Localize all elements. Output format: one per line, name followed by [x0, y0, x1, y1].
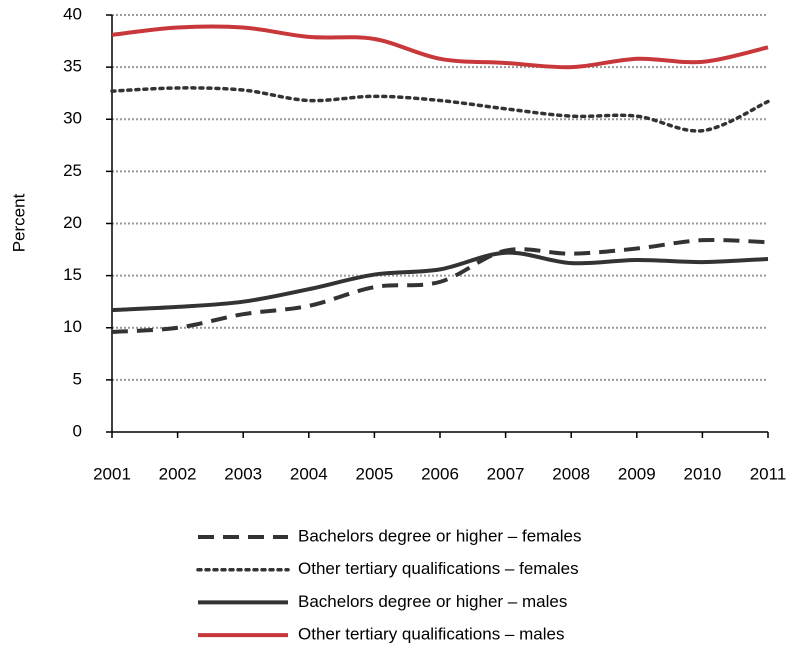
y-tick-label: 0 [73, 421, 82, 440]
y-tick-label: 10 [63, 317, 82, 336]
x-tick-label: 2005 [355, 464, 393, 483]
y-tick-label: 30 [63, 109, 82, 128]
legend-label: Bachelors degree or higher – males [298, 592, 567, 611]
line-series [111, 250, 769, 313]
x-tick-label: 2001 [93, 464, 131, 483]
x-tick-label: 2003 [224, 464, 262, 483]
legend-label: Bachelors degree or higher – females [298, 526, 582, 545]
line-series [111, 24, 769, 70]
x-tick-label: 2007 [487, 464, 525, 483]
y-tick-label: 35 [63, 57, 82, 76]
legend-label: Other tertiary qualifications – males [298, 625, 564, 644]
x-tick-label: 2006 [421, 464, 459, 483]
x-tick-label: 2010 [683, 464, 721, 483]
legend-label: Other tertiary qualifications – females [298, 559, 579, 578]
x-tick-label: 2011 [750, 464, 787, 483]
line-series [110, 86, 770, 133]
y-tick-label: 40 [63, 4, 82, 23]
x-tick-label: 2009 [618, 464, 656, 483]
x-tick-label: 2002 [159, 464, 197, 483]
y-axis-label: Percent [9, 193, 28, 252]
y-tick-label: 15 [63, 265, 82, 284]
y-tick-label: 25 [63, 161, 82, 180]
x-tick-label: 2008 [552, 464, 590, 483]
x-tick-label: 2004 [290, 464, 328, 483]
line-series [111, 237, 769, 334]
y-tick-label: 5 [73, 369, 82, 388]
y-tick-label: 20 [63, 213, 82, 232]
